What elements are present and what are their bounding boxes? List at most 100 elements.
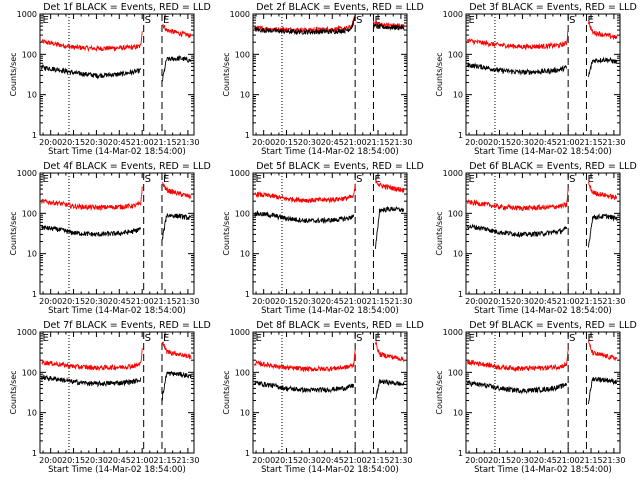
plot-frame — [465, 331, 621, 454]
event-marker-label: E — [43, 174, 49, 185]
panel-det-2: Det 2f BLACK = Events, RED = LLD 1 10 100 10… — [222, 2, 424, 157]
x-tick-label: 20:15 — [488, 456, 511, 465]
x-tick-label: 21:00 — [344, 138, 367, 147]
x-tick-label: 20:00 — [39, 138, 62, 147]
y-tick-label: 1 — [458, 449, 463, 458]
panel-det-8: Det 8f BLACK = Events, RED = LLD 1 10 100 10… — [222, 320, 424, 475]
panel-det-3: Det 3f BLACK = Events, RED = LLD 1 10 100 10… — [435, 2, 637, 157]
y-tick-label: 10 — [453, 409, 463, 418]
x-tick-label: 21:30 — [389, 297, 412, 306]
x-tick-label: 21:30 — [176, 138, 199, 147]
series-black-events — [41, 370, 192, 401]
x-tick-label: 20:00 — [465, 138, 488, 147]
series-black-events — [467, 56, 618, 78]
panel-det-4: Det 4f BLACK = Events, RED = LLD 1 10 100 10… — [9, 161, 211, 316]
panel-title: Det 3f BLACK = Events, RED = LLD — [469, 2, 637, 13]
x-tick-label: 21:15 — [366, 297, 389, 306]
event-marker-label: E — [43, 15, 49, 26]
panel-det-6: Det 6f BLACK = Events, RED = LLD 1 10 100 10… — [435, 161, 637, 316]
x-tick-label: 20:30 — [298, 456, 321, 465]
y-axis-label: Counts/sec — [435, 370, 444, 414]
x-tick-label: 21:00 — [131, 138, 154, 147]
x-tick-label: 20:45 — [108, 456, 131, 465]
event-marker-label: E — [374, 333, 380, 344]
series-black-events — [254, 378, 405, 400]
x-tick-label: 20:00 — [465, 456, 488, 465]
panel-title: Det 6f BLACK = Events, RED = LLD — [469, 161, 637, 172]
y-tick-label: 100 — [448, 368, 463, 377]
x-tick-label: 20:00 — [465, 297, 488, 306]
plot-frame — [39, 172, 195, 295]
y-tick-label: 10 — [27, 409, 37, 418]
y-tick-label: 1 — [245, 449, 250, 458]
event-marker-label: S — [356, 174, 362, 185]
x-axis-label: Start Time (14-Mar-02 18:54:00) — [48, 147, 186, 157]
x-tick-label: 20:00 — [252, 138, 275, 147]
y-tick-label: 1 — [32, 290, 37, 299]
x-tick-label: 20:45 — [534, 297, 557, 306]
x-axis-label: Start Time (14-Mar-02 18:54:00) — [48, 465, 186, 475]
y-axis-label: Counts/sec — [435, 52, 444, 96]
y-tick-label: 100 — [448, 50, 463, 59]
y-tick-label: 10 — [240, 409, 250, 418]
panel-det-1: Det 1f BLACK = Events, RED = LLD 1 10 100 10… — [9, 2, 211, 157]
x-tick-label: 20:30 — [85, 456, 108, 465]
y-tick-label: 1000 — [230, 10, 250, 19]
panel-det-5: Det 5f BLACK = Events, RED = LLD 1 10 100 10… — [222, 161, 424, 316]
y-tick-label: 1000 — [17, 169, 37, 178]
y-axis-label: Counts/sec — [9, 52, 18, 96]
plot-frame — [252, 172, 408, 295]
event-marker-label: S — [356, 333, 362, 344]
series-black-events — [41, 55, 192, 82]
x-tick-label: 21:15 — [579, 456, 602, 465]
y-tick-label: 10 — [27, 91, 37, 100]
series-red-lld — [41, 23, 192, 53]
y-tick-label: 1000 — [443, 328, 463, 337]
series-black-events — [467, 213, 618, 248]
x-tick-label: 20:00 — [252, 456, 275, 465]
x-tick-label: 20:45 — [534, 456, 557, 465]
x-tick-label: 20:30 — [298, 297, 321, 306]
x-tick-label: 20:15 — [62, 138, 85, 147]
x-tick-label: 20:15 — [488, 297, 511, 306]
x-tick-label: 20:30 — [511, 138, 534, 147]
event-marker-label: E — [374, 174, 380, 185]
x-tick-label: 21:00 — [557, 297, 580, 306]
event-marker-label: S — [569, 15, 575, 26]
y-tick-label: 100 — [235, 209, 250, 218]
event-marker-label: E — [587, 174, 593, 185]
x-tick-label: 20:00 — [39, 297, 62, 306]
x-tick-label: 20:30 — [85, 297, 108, 306]
y-tick-label: 1000 — [17, 10, 37, 19]
y-tick-label: 1 — [32, 131, 37, 140]
event-marker-label: E — [256, 333, 262, 344]
series-red-lld — [467, 20, 618, 51]
plot-frame — [465, 172, 621, 295]
x-tick-label: 21:00 — [557, 456, 580, 465]
y-tick-label: 1000 — [230, 169, 250, 178]
y-tick-label: 100 — [235, 50, 250, 59]
x-tick-label: 21:30 — [389, 138, 412, 147]
y-axis-label: Counts/sec — [222, 211, 231, 255]
x-tick-label: 20:30 — [298, 138, 321, 147]
y-axis-label: Counts/sec — [222, 52, 231, 96]
x-tick-label: 21:30 — [176, 297, 199, 306]
event-marker-label: E — [469, 15, 475, 26]
x-tick-label: 21:15 — [579, 138, 602, 147]
x-axis-label: Start Time (14-Mar-02 18:54:00) — [48, 306, 186, 316]
y-tick-label: 1 — [245, 131, 250, 140]
y-axis-label: Counts/sec — [9, 370, 18, 414]
x-axis-label: Start Time (14-Mar-02 18:54:00) — [261, 147, 399, 157]
event-marker-label: E — [469, 174, 475, 185]
series-red-lld — [254, 340, 405, 373]
y-tick-label: 1 — [458, 290, 463, 299]
y-tick-label: 1 — [32, 449, 37, 458]
x-tick-label: 21:00 — [344, 297, 367, 306]
x-tick-label: 21:00 — [557, 138, 580, 147]
y-tick-label: 1000 — [443, 10, 463, 19]
plot-frame — [252, 331, 408, 454]
y-tick-label: 100 — [22, 209, 37, 218]
y-axis-label: Counts/sec — [435, 211, 444, 255]
y-tick-label: 100 — [235, 368, 250, 377]
